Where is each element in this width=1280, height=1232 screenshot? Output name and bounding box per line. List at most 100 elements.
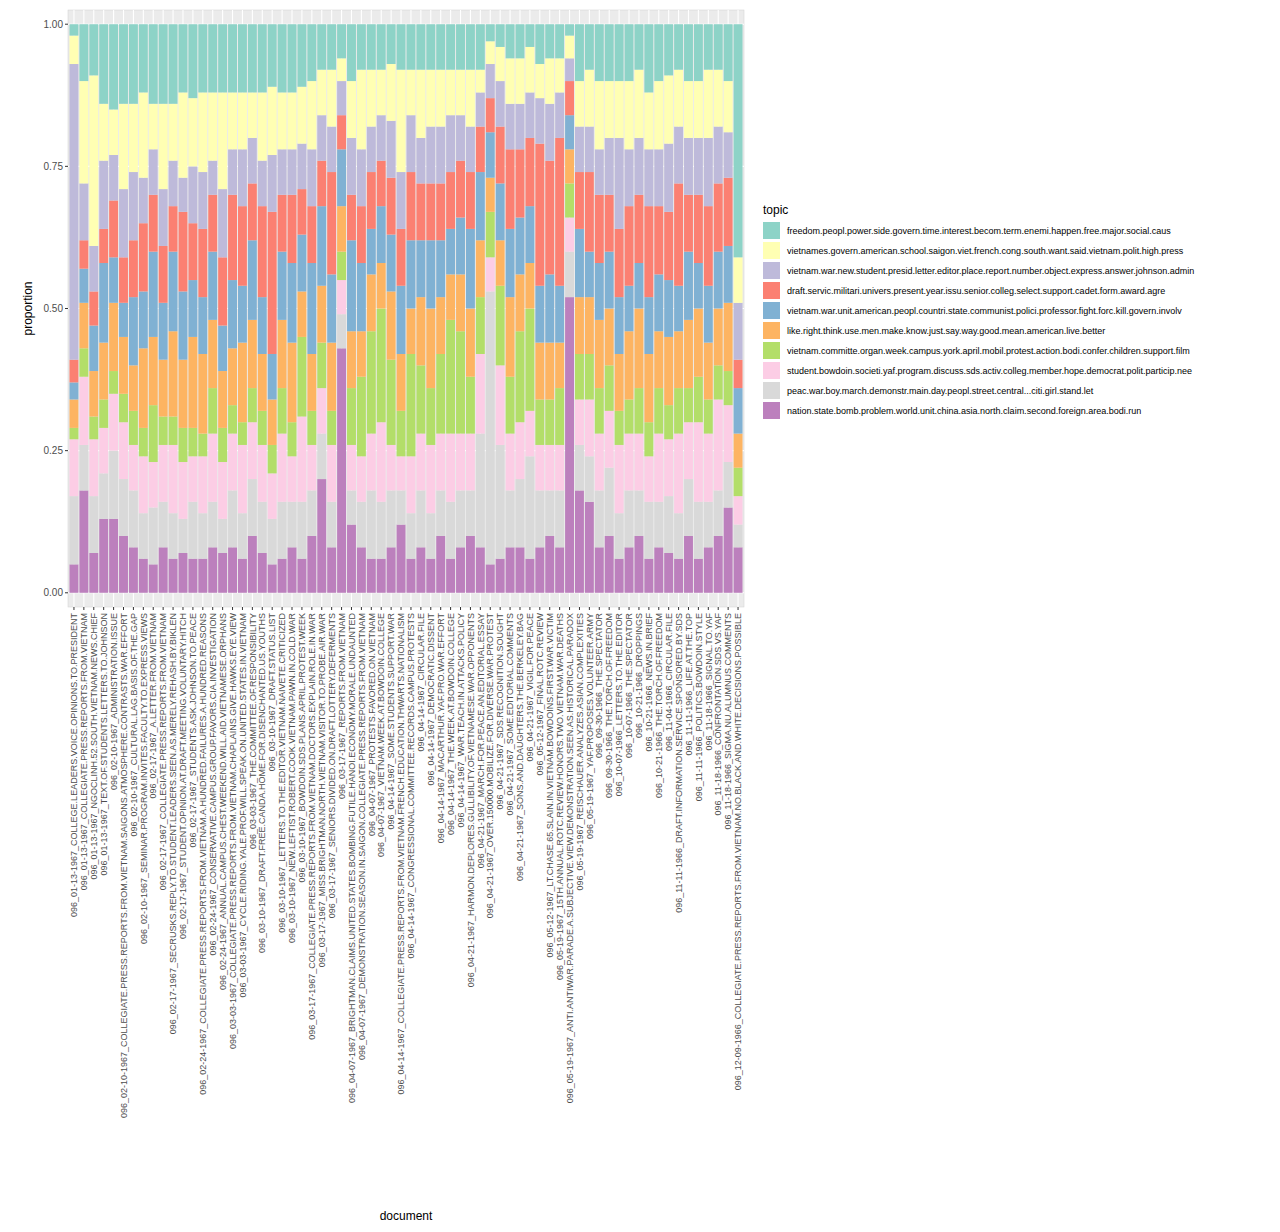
bar-segment — [456, 218, 465, 275]
bar-segment — [416, 490, 425, 547]
bar-segment — [109, 110, 118, 155]
legend-key — [763, 222, 780, 239]
bar-segment — [228, 405, 237, 433]
x-tick-label: 096_04-21-1967_MARCH.FOR.PEACE.AN.EDITOR… — [476, 613, 486, 868]
x-tick-label: 096_02-10-1967_COLLEGIATE.PRESS.REPORTS.… — [119, 613, 129, 1119]
y-tick — [65, 166, 68, 167]
bar-segment — [466, 434, 475, 491]
bar-segment — [149, 24, 158, 104]
bar-segment — [406, 115, 415, 172]
bar-segment — [129, 240, 138, 297]
bar-segment — [238, 206, 247, 286]
bar-segment — [79, 445, 88, 490]
x-tick — [539, 607, 540, 610]
bar-segment — [179, 92, 188, 177]
bar-segment — [397, 286, 406, 354]
bar-segment — [634, 263, 643, 308]
bar-segment — [664, 75, 673, 143]
legend-key — [763, 242, 780, 259]
bar-segment — [327, 547, 336, 592]
bar-segment — [456, 547, 465, 592]
bar-segment — [466, 229, 475, 309]
bar-segment — [506, 58, 515, 103]
bar-segment — [545, 58, 554, 103]
bar-segment — [436, 24, 445, 69]
bar-segment — [327, 343, 336, 411]
bar-segment — [228, 348, 237, 405]
bar-segment — [347, 240, 356, 331]
bar-segment — [486, 24, 495, 41]
bar-segment — [188, 428, 197, 456]
bar-segment — [555, 547, 564, 592]
bar-segment — [545, 536, 554, 593]
bar-segment — [575, 297, 584, 354]
bar-segment — [674, 24, 683, 69]
x-tick — [341, 607, 342, 610]
bar-segment — [139, 92, 148, 177]
bar-segment — [654, 274, 663, 331]
bar-segment — [109, 451, 118, 519]
bar-segment — [476, 434, 485, 548]
x-tick — [678, 607, 679, 610]
bar-segment — [625, 206, 634, 286]
x-tick — [93, 607, 94, 610]
bar-segment — [615, 297, 624, 354]
bar-segment — [139, 559, 148, 593]
plot-panel — [68, 10, 744, 607]
bar-segment — [228, 490, 237, 547]
bar-segment — [724, 371, 733, 405]
bar-segment — [605, 81, 614, 138]
bar-segment — [79, 348, 88, 376]
x-tick-label: 096_10-21-1966_THE.TORCH.OF.FREEDOM — [654, 613, 664, 798]
bar-segment — [397, 229, 406, 286]
x-tick-label: 096_03-10-1967_LETTERS.TO.THE.EDITOR.VIE… — [277, 613, 287, 933]
bar-segment — [248, 388, 257, 422]
bar-segment — [337, 115, 346, 149]
bar-segment — [297, 291, 306, 336]
bar-segment — [99, 24, 108, 104]
bar-segment — [357, 502, 366, 547]
bar-segment — [674, 70, 683, 127]
bar-segment — [258, 411, 267, 445]
x-tick-label: 096_11-11-1966_LIFE.AT.THE.TOP — [684, 613, 694, 755]
bar-segment — [109, 257, 118, 302]
bar-segment — [387, 360, 396, 445]
bar-segment — [615, 445, 624, 513]
x-tick — [351, 607, 352, 610]
bar-segment — [644, 149, 653, 206]
bar-segment — [525, 24, 534, 47]
bar-segment — [585, 354, 594, 399]
bar-segment — [585, 399, 594, 456]
bar-segment — [734, 360, 743, 388]
bar-segment — [516, 331, 525, 422]
bar-segment — [179, 178, 188, 212]
bar-segment — [238, 286, 247, 343]
bar-segment — [198, 92, 207, 172]
bar-segment — [516, 422, 525, 479]
bar-segment — [446, 502, 455, 559]
bar-segment — [714, 24, 723, 69]
bar-segment — [406, 354, 415, 456]
bar-segment — [545, 104, 554, 161]
bar-segment — [694, 559, 703, 593]
bar-segment — [357, 149, 366, 206]
bar-segment — [734, 257, 743, 302]
bar-segment — [387, 178, 396, 235]
bar-segment — [268, 399, 277, 444]
bar-segment — [426, 388, 435, 445]
x-tick-label: 096_04-14-1967_WAR.TEACH.IN.ATTACKS.POLI… — [456, 613, 466, 827]
bar-segment — [654, 331, 663, 388]
bar-segment — [466, 127, 475, 172]
bar-segment — [734, 24, 743, 257]
bar-segment — [109, 200, 118, 257]
bar-segment — [714, 183, 723, 251]
bar-segment — [525, 559, 534, 593]
y-tick-label: 0.50 — [44, 303, 64, 314]
bar-segment — [476, 92, 485, 126]
x-tick-label: 096_02-17-1967_STUDENT.OPINION.AT.DRAFT.… — [178, 613, 188, 939]
bar-segment — [664, 280, 673, 337]
bar-segment — [595, 195, 604, 263]
bar-segment — [297, 235, 306, 292]
bar-segment — [208, 24, 217, 92]
bar-segment — [317, 479, 326, 593]
